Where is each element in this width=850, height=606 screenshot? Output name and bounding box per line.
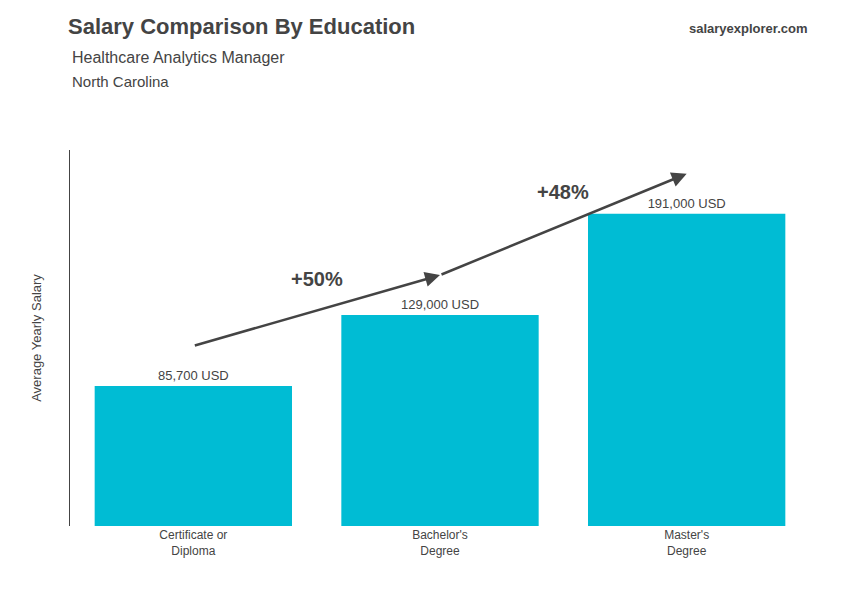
svg-text:Average Yearly Salary: Average Yearly Salary	[29, 274, 44, 402]
svg-text:Salary Comparison By Education: Salary Comparison By Education	[68, 14, 415, 39]
svg-text:Healthcare Analytics Manager: Healthcare Analytics Manager	[72, 49, 285, 66]
svg-text:Bachelor'sDegree: Bachelor'sDegree	[412, 528, 468, 558]
svg-text:Certificate orDiploma: Certificate orDiploma	[159, 528, 227, 558]
svg-text:North Carolina: North Carolina	[72, 73, 169, 90]
svg-text:85,700 USD: 85,700 USD	[158, 368, 229, 383]
svg-text:salaryexplorer.com: salaryexplorer.com	[689, 21, 808, 36]
svg-text:+50%: +50%	[291, 268, 343, 290]
svg-text:+48%: +48%	[537, 181, 589, 203]
svg-text:191,000 USD: 191,000 USD	[648, 196, 726, 211]
svg-text:Master'sDegree: Master'sDegree	[664, 528, 709, 558]
svg-text:129,000 USD: 129,000 USD	[401, 297, 479, 312]
